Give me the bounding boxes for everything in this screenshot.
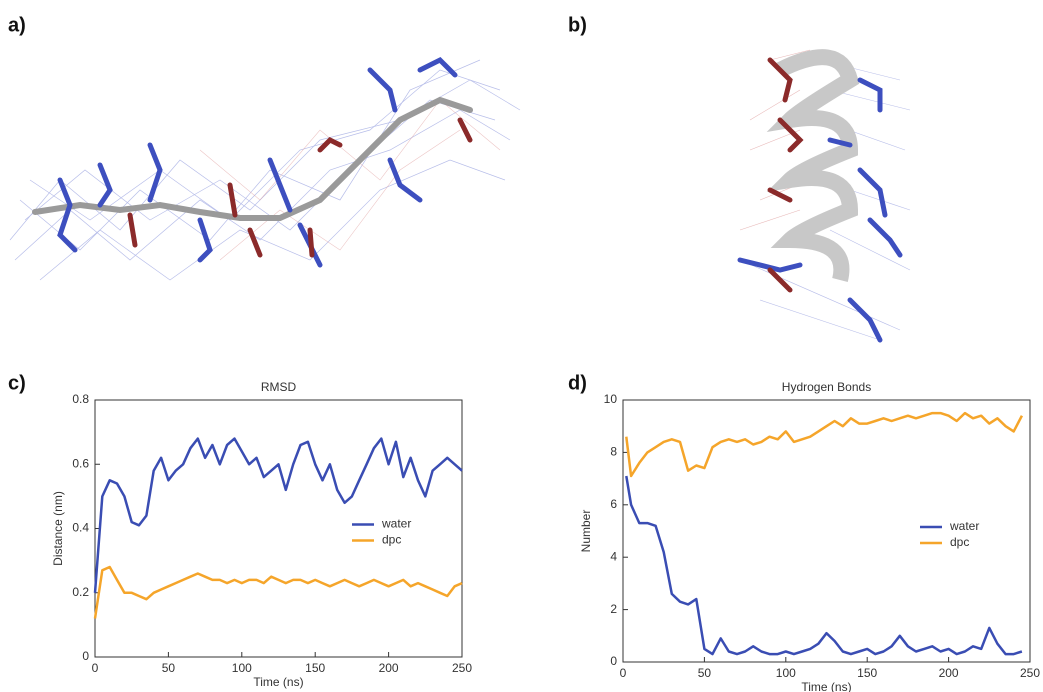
- x-axis-label: Time (ns): [253, 675, 303, 689]
- y-tick-label: 6: [610, 497, 617, 511]
- y-tick-label: 0.6: [72, 456, 89, 470]
- chart-title: RMSD: [261, 380, 297, 394]
- y-tick-label: 2: [610, 602, 617, 616]
- y-tick-label: 10: [604, 392, 618, 406]
- y-axis-label: Number: [579, 510, 593, 553]
- x-tick-label: 0: [620, 666, 627, 680]
- peptide-extended: [10, 60, 520, 280]
- series-line: [626, 413, 1022, 476]
- legend-label: water: [949, 519, 979, 533]
- y-tick-label: 4: [610, 549, 617, 563]
- y-tick-label: 0.8: [72, 392, 89, 406]
- series-line: [95, 567, 462, 619]
- legend-label: dpc: [950, 535, 969, 549]
- x-tick-label: 250: [452, 661, 472, 675]
- panel-label: b): [568, 14, 587, 36]
- series-line: [626, 476, 1022, 654]
- x-tick-label: 50: [162, 661, 176, 675]
- peptide-helix: [740, 50, 910, 340]
- x-tick-label: 200: [379, 661, 399, 675]
- figure: a) b) c) d): [0, 0, 1043, 692]
- y-tick-label: 0.2: [72, 585, 89, 599]
- x-tick-label: 200: [939, 666, 959, 680]
- y-tick-label: 8: [610, 445, 617, 459]
- x-tick-label: 100: [232, 661, 252, 675]
- x-axis-label: Time (ns): [801, 680, 851, 692]
- page: {"panel_labels": ["a)", "b)", "c)", "d)"…: [0, 0, 1043, 692]
- chart-title: Hydrogen Bonds: [782, 380, 871, 394]
- legend-label: water: [381, 517, 411, 531]
- y-tick-label: 0.4: [72, 521, 89, 535]
- y-tick-label: 0: [82, 649, 89, 663]
- x-tick-label: 250: [1020, 666, 1040, 680]
- x-tick-label: 150: [857, 666, 877, 680]
- panel-label: c): [8, 372, 26, 394]
- panel-label: d): [568, 372, 587, 394]
- legend-label: dpc: [382, 533, 401, 547]
- x-tick-label: 0: [92, 661, 99, 675]
- x-tick-label: 150: [305, 661, 325, 675]
- y-tick-label: 0: [610, 654, 617, 668]
- x-tick-label: 50: [698, 666, 712, 680]
- panel-label: a): [8, 14, 26, 36]
- x-tick-label: 100: [776, 666, 796, 680]
- y-axis-label: Distance (nm): [51, 491, 65, 566]
